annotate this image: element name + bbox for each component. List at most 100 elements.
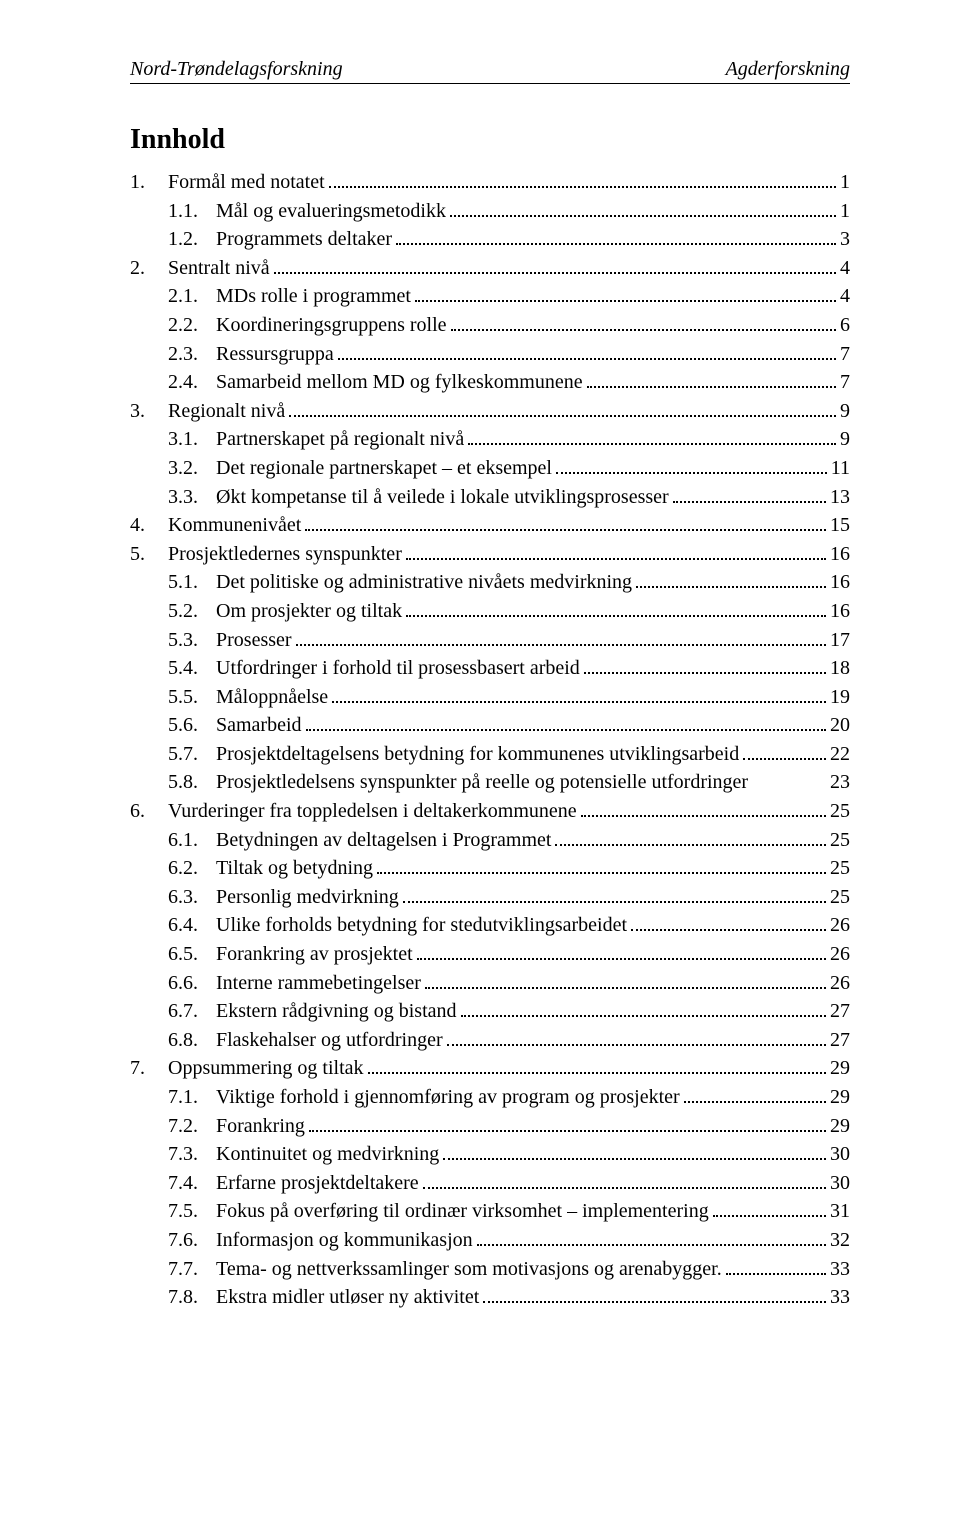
toc-leader-dots	[305, 513, 826, 531]
page-header: Nord-Trøndelagsforskning Agderforskning	[130, 58, 850, 81]
toc-entry-label: Ulike forholds betydning for stedutvikli…	[216, 911, 627, 940]
toc-entry-label: Tema- og nettverkssamlinger som motivasj…	[216, 1255, 722, 1284]
toc-entry-page: 16	[830, 568, 850, 597]
toc-entry-label: MDs rolle i programmet	[216, 282, 411, 311]
toc-leader-dots	[673, 485, 826, 503]
toc-entry: 1.Formål med notatet1	[130, 168, 850, 197]
toc-entry: 7.3.Kontinuitet og medvirkning30	[130, 1140, 850, 1169]
toc-leader-dots	[306, 713, 826, 731]
toc-entry-number: 5.5.	[168, 683, 216, 712]
toc-entry: 3.1.Partnerskapet på regionalt nivå9	[130, 425, 850, 454]
toc-entry: 5.1.Det politiske og administrative nivå…	[130, 568, 850, 597]
toc-leader-dots	[274, 256, 836, 274]
toc-entry-number: 5.4.	[168, 654, 216, 683]
toc-leader-dots	[447, 1028, 826, 1046]
toc-entry-page: 17	[830, 626, 850, 655]
toc-entry-number: 1.	[130, 168, 168, 197]
toc-entry: 7.2.Forankring29	[130, 1112, 850, 1141]
toc-entry: 7.4.Erfarne prosjektdeltakere30	[130, 1169, 850, 1198]
toc-entry-number: 2.1.	[168, 282, 216, 311]
toc-entry-page: 4	[840, 254, 850, 283]
toc-entry: 5.3.Prosesser17	[130, 626, 850, 655]
toc-entry-page: 16	[830, 540, 850, 569]
toc-leader-dots	[425, 971, 826, 989]
toc-entry: 6.2.Tiltak og betydning25	[130, 854, 850, 883]
toc-entry-label: Ekstern rådgivning og bistand	[216, 997, 457, 1026]
toc-entry-label: Prosjektledelsens synspunkter på reelle …	[216, 768, 824, 797]
toc-entry-number: 5.8.	[168, 768, 216, 797]
toc-leader-dots	[684, 1085, 826, 1103]
toc-leader-dots	[555, 828, 826, 846]
toc-entry-number: 6.3.	[168, 883, 216, 912]
toc-entry: 7.Oppsummering og tiltak29	[130, 1054, 850, 1083]
toc-entry-label: Informasjon og kommunikasjon	[216, 1226, 473, 1255]
toc-entry-number: 5.2.	[168, 597, 216, 626]
toc-entry-number: 3.1.	[168, 425, 216, 454]
toc-entry-label: Oppsummering og tiltak	[168, 1054, 364, 1083]
toc-leader-dots	[450, 199, 836, 217]
toc-leader-dots	[451, 313, 836, 331]
toc-entry-page: 9	[840, 397, 850, 426]
toc-entry-number: 6.	[130, 797, 168, 826]
toc-entry-page: 7	[840, 368, 850, 397]
toc-entry-page: 30	[830, 1140, 850, 1169]
toc-entry-page: 11	[831, 454, 850, 483]
toc-entry-label: Prosesser	[216, 626, 292, 655]
toc-title: Innhold	[130, 124, 850, 156]
toc-entry-number: 7.1.	[168, 1083, 216, 1112]
toc-entry-page: 29	[830, 1054, 850, 1083]
toc-leader-dots	[726, 1257, 826, 1275]
toc-entry-page: 32	[830, 1226, 850, 1255]
toc-entry-label: Mål og evalueringsmetodikk	[216, 197, 446, 226]
toc-entry-label: Regionalt nivå	[168, 397, 285, 426]
toc-leader-dots	[406, 599, 826, 617]
toc-entry-label: Vurderinger fra toppledelsen i deltakerk…	[168, 797, 577, 826]
toc-entry-label: Ressursgruppa	[216, 340, 334, 369]
toc-entry-number: 7.5.	[168, 1197, 216, 1226]
toc-leader-dots	[713, 1199, 826, 1217]
toc-entry: 3.2.Det regionale partnerskapet – et eks…	[130, 454, 850, 483]
toc-entry-number: 7.4.	[168, 1169, 216, 1198]
toc-leader-dots	[423, 1171, 826, 1189]
toc-entry-page: 6	[840, 311, 850, 340]
toc-entry-page: 25	[830, 883, 850, 912]
toc-entry: 6.8.Flaskehalser og utfordringer27	[130, 1026, 850, 1055]
toc-entry: 7.1.Viktige forhold i gjennomføring av p…	[130, 1083, 850, 1112]
toc-leader-dots	[636, 570, 826, 588]
toc-entry-page: 1	[840, 168, 850, 197]
toc-entry-label: Koordineringsgruppens rolle	[216, 311, 447, 340]
toc-leader-dots	[296, 628, 826, 646]
toc-entry-label: Forankring	[216, 1112, 305, 1141]
toc-entry-number: 2.2.	[168, 311, 216, 340]
toc-entry-page: 25	[830, 826, 850, 855]
toc-entry-label: Prosjektledernes synspunkter	[168, 540, 402, 569]
toc-entry-label: Fokus på overføring til ordinær virksomh…	[216, 1197, 709, 1226]
toc-entry-label: Interne rammebetingelser	[216, 969, 421, 998]
toc-leader-dots	[329, 170, 836, 188]
toc-entry-label: Personlig medvirkning	[216, 883, 399, 912]
toc-leader-dots	[309, 1114, 826, 1132]
toc-entry: 5.4.Utfordringer i forhold til prosessba…	[130, 654, 850, 683]
toc-entry-label: Viktige forhold i gjennomføring av progr…	[216, 1083, 680, 1112]
toc-entry-number: 7.8.	[168, 1283, 216, 1312]
toc-entry: 7.5.Fokus på overføring til ordinær virk…	[130, 1197, 850, 1226]
toc-leader-dots	[289, 399, 836, 417]
toc-entry: 6.Vurderinger fra toppledelsen i deltake…	[130, 797, 850, 826]
toc-entry-label: Utfordringer i forhold til prosessbasert…	[216, 654, 580, 683]
toc-entry-page: 27	[830, 1026, 850, 1055]
toc-entry: 2.3.Ressursgruppa7	[130, 340, 850, 369]
toc-entry-page: 30	[830, 1169, 850, 1198]
toc-entry-page: 26	[830, 969, 850, 998]
toc-leader-dots	[461, 999, 826, 1017]
toc-entry: 5.5.Måloppnåelse19	[130, 683, 850, 712]
toc-entry-label: Kontinuitet og medvirkning	[216, 1140, 439, 1169]
toc-entry-number: 5.6.	[168, 711, 216, 740]
toc-leader-dots	[332, 685, 826, 703]
toc-entry-number: 5.	[130, 540, 168, 569]
toc-entry-number: 6.6.	[168, 969, 216, 998]
header-left: Nord-Trøndelagsforskning	[130, 58, 343, 81]
toc-entry-label: Forankring av prosjektet	[216, 940, 413, 969]
toc-entry-page: 16	[830, 597, 850, 626]
toc-entry-page: 33	[830, 1283, 850, 1312]
toc-entry-page: 7	[840, 340, 850, 369]
